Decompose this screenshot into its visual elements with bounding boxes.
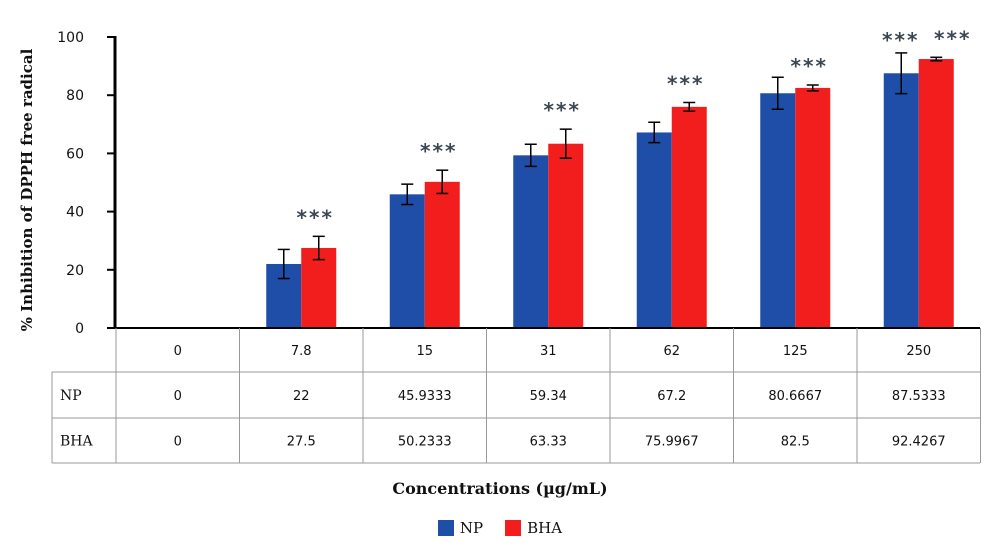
significance-marker: *** (297, 205, 334, 229)
data-table: 0 7.8 15 31 62 125 250 NP 0 22 45.9333 59.34 67.2 80.… (51, 328, 981, 464)
table-cell: 22 (293, 389, 310, 404)
legend: NP BHA (0, 519, 1000, 537)
legend-item-np: NP (437, 519, 484, 537)
table-row-label-bha: BHA (60, 434, 93, 450)
bar-np (883, 73, 919, 328)
table-cell: 80.6667 (768, 389, 822, 404)
bar-bha (301, 247, 337, 328)
x-tick-label: 0 (174, 344, 182, 359)
x-tick-label: 15 (416, 344, 433, 359)
bar-np (513, 155, 549, 328)
table-cell: 92.4267 (892, 435, 946, 450)
table-cell: 59.34 (530, 389, 567, 404)
legend-swatch-bha (505, 520, 522, 536)
table-cell: 63.33 (530, 435, 567, 450)
bar-bha (548, 143, 584, 328)
x-tick-label: 31 (540, 344, 557, 359)
x-tick-label: 62 (663, 344, 680, 359)
y-tick-label: 0 (75, 321, 84, 337)
legend-swatch-np (437, 520, 454, 536)
y-tick-label: 100 (57, 30, 84, 46)
significance-marker: *** (667, 71, 704, 95)
y-tick-label: 60 (66, 146, 84, 162)
x-tick-label: 125 (783, 344, 808, 359)
table-cell: 45.9333 (398, 389, 452, 404)
bar-np (389, 194, 425, 328)
x-axis-label: Concentrations (µg/mL) (392, 479, 608, 498)
chart: 0 20 40 60 80 100 *** *** *** *** *** *** *** 0 7.8 1… (18, 26, 981, 464)
bar-bha (918, 59, 954, 329)
table-cell: 67.2 (657, 389, 686, 404)
legend-label-bha: BHA (527, 519, 563, 537)
y-axis-label: % Inhibition of DPPH free radical (18, 48, 36, 331)
bar-bha (424, 181, 460, 328)
table-cell: 82.5 (781, 435, 810, 450)
legend-item-bha: BHA (505, 519, 562, 537)
table-cell: 27.5 (287, 435, 316, 450)
table-cell: 50.2333 (398, 435, 452, 450)
significance-marker: *** (882, 28, 919, 52)
bar-np (760, 93, 796, 328)
x-tick-label: 250 (906, 344, 931, 359)
table-cell: 75.9967 (645, 435, 699, 450)
table-row-label-np: NP (60, 388, 82, 404)
bars: *** *** *** *** *** *** *** (115, 26, 980, 329)
significance-marker: *** (791, 54, 828, 78)
y-tick-label: 80 (66, 88, 84, 104)
significance-marker: *** (934, 26, 971, 50)
bar-bha (671, 106, 707, 328)
bar-np (636, 132, 672, 328)
significance-marker: *** (544, 98, 581, 122)
x-tick-label: 7.8 (291, 344, 312, 359)
legend-label-np: NP (459, 519, 484, 537)
bar-bha (795, 87, 831, 328)
table-cell: 0 (174, 389, 182, 404)
table-cell: 0 (174, 435, 182, 450)
y-tick-label: 40 (66, 205, 84, 221)
y-axis: 0 20 40 60 80 100 (57, 30, 117, 337)
significance-marker: *** (420, 139, 457, 163)
y-tick-label: 20 (66, 263, 84, 279)
table-cell: 87.5333 (892, 389, 946, 404)
